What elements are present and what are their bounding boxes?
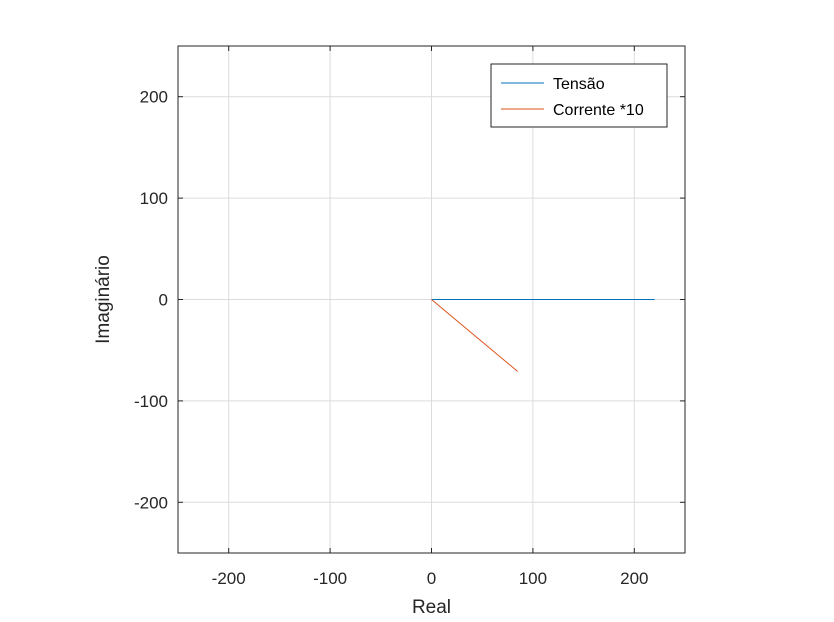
series-lines	[431, 299, 655, 372]
x-tick-label: 0	[427, 569, 436, 588]
series-line-2	[431, 299, 519, 372]
legend-label-1: Tensão	[553, 76, 605, 93]
y-tick-labels: -200 -100 0 100 200	[134, 88, 168, 513]
y-tick-label: 100	[140, 189, 168, 208]
x-axis-label: Real	[412, 597, 451, 618]
legend-box	[490, 63, 668, 128]
x-tick-label: -200	[212, 569, 246, 588]
y-tick-label: -200	[134, 493, 168, 512]
y-axis-label: Imaginário	[93, 255, 114, 344]
x-tick-label: 100	[519, 569, 547, 588]
x-tick-label: -100	[313, 569, 347, 588]
y-tick-label: -100	[134, 392, 168, 411]
y-tick-label: 200	[140, 88, 168, 107]
legend: Tensão Corrente *10	[490, 63, 668, 128]
y-tick-label: 0	[159, 291, 168, 310]
tick-marks	[178, 46, 685, 553]
x-tick-labels: -200 -100 0 100 200	[212, 569, 649, 588]
legend-label-2: Corrente *10	[553, 102, 644, 119]
x-tick-label: 200	[620, 569, 648, 588]
